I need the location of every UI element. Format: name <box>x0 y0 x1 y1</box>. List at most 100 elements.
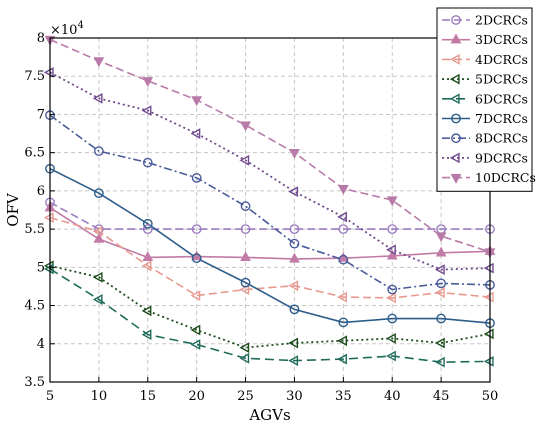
x-tick-label: 40 <box>384 389 401 404</box>
y-tick-label: 8 <box>37 31 45 46</box>
x-tick-label: 10 <box>91 389 108 404</box>
data-point-4dcrcs <box>141 260 152 272</box>
legend-marker-9dcrcs <box>449 152 460 164</box>
y-tick-label: 4 <box>37 337 45 352</box>
y-tick-label: 7.5 <box>24 69 45 84</box>
data-point-7dcrcs <box>338 317 349 328</box>
data-point-4dcrcs <box>43 212 54 224</box>
data-point-9dcrcs <box>386 244 396 256</box>
x-tick-label: 35 <box>335 389 352 404</box>
data-point-2dcrcs <box>338 224 349 235</box>
data-point-10dcrcs <box>289 149 300 159</box>
data-point-3dcrcs <box>386 249 398 260</box>
data-point-4dcrcs <box>337 291 347 303</box>
series-line-3dcrcs <box>49 207 491 260</box>
legend-label-5dcrcs: 5DCRCs <box>475 72 528 87</box>
data-point-8dcrcs <box>240 201 251 212</box>
y-tick-label: 7 <box>37 107 45 122</box>
y-tick-label: 3.5 <box>24 375 45 390</box>
x-tick-label: 30 <box>286 389 303 404</box>
data-point-3dcrcs <box>435 246 447 257</box>
data-point-3dcrcs <box>240 251 251 262</box>
data-point-10dcrcs <box>191 96 203 107</box>
x-tick-label: 50 <box>482 389 499 404</box>
y-axis-multiplier: ×104 <box>50 20 84 38</box>
data-point-3dcrcs <box>289 252 300 263</box>
data-point-6dcrcs <box>337 353 347 365</box>
data-point-4dcrcs <box>92 226 103 237</box>
data-point-8dcrcs <box>338 254 349 265</box>
data-point-6dcrcs <box>190 339 201 350</box>
legend-marker-7dcrcs <box>451 113 461 124</box>
data-point-5dcrcs <box>483 328 494 340</box>
legend-label-3dcrcs: 3DCRCs <box>475 32 528 47</box>
data-point-6dcrcs <box>386 350 396 362</box>
data-point-7dcrcs <box>240 277 251 288</box>
data-point-2dcrcs <box>240 224 251 235</box>
legend-marker-2dcrcs <box>451 15 461 25</box>
legend-label-6dcrcs: 6DCRCs <box>475 91 528 106</box>
x-tick-label: 5 <box>46 389 54 404</box>
data-point-4dcrcs <box>288 280 299 292</box>
series-line-4dcrcs <box>49 216 491 299</box>
x-tick-label: 45 <box>433 389 450 404</box>
legend-marker-5dcrcs <box>449 73 460 85</box>
data-point-7dcrcs <box>289 304 300 315</box>
legend-marker-6dcrcs <box>449 93 460 105</box>
x-tick-label: 20 <box>188 389 205 404</box>
data-point-5dcrcs <box>337 335 347 347</box>
data-point-8dcrcs <box>142 157 153 168</box>
data-point-2dcrcs <box>387 224 398 235</box>
data-point-6dcrcs <box>141 329 152 340</box>
y-tick-label: 5 <box>37 260 45 275</box>
data-point-10dcrcs <box>93 57 105 68</box>
data-point-9dcrcs <box>337 211 347 223</box>
data-point-6dcrcs <box>92 294 103 305</box>
legend-marker-4dcrcs <box>449 54 460 65</box>
data-point-5dcrcs <box>190 324 201 336</box>
x-tick-label: 25 <box>237 389 254 404</box>
data-point-4dcrcs <box>190 290 201 302</box>
data-point-2dcrcs <box>191 224 202 235</box>
series-line-9dcrcs <box>49 71 491 271</box>
data-point-7dcrcs <box>436 313 447 324</box>
data-point-6dcrcs <box>239 352 250 364</box>
plot-frame <box>49 37 491 383</box>
data-point-9dcrcs <box>141 105 152 117</box>
data-point-2dcrcs <box>142 224 153 235</box>
data-point-9dcrcs <box>483 262 494 274</box>
data-point-7dcrcs <box>142 218 153 229</box>
y-axis-ticks: 3.5 4 4.5 5 5.5 6 6.5 7 7.5 8 <box>24 31 55 390</box>
data-point-3dcrcs <box>93 232 105 243</box>
data-point-2dcrcs <box>289 224 300 235</box>
data-point-7dcrcs <box>191 253 202 264</box>
data-point-5dcrcs <box>434 337 445 349</box>
series-line-5dcrcs <box>49 264 491 349</box>
data-point-9dcrcs <box>43 67 54 78</box>
y-multiplier-exponent: 4 <box>77 20 83 31</box>
y-tick-label: 5.5 <box>24 222 45 237</box>
data-point-6dcrcs <box>434 356 445 368</box>
data-point-10dcrcs <box>337 184 349 195</box>
series-line-2dcrcs <box>49 201 490 230</box>
series-line-6dcrcs <box>49 268 491 363</box>
data-point-5dcrcs <box>288 337 299 349</box>
data-point-9dcrcs <box>190 128 201 139</box>
grid-lines <box>49 37 491 383</box>
data-point-4dcrcs <box>483 291 494 303</box>
data-point-6dcrcs <box>43 263 54 275</box>
data-point-9dcrcs <box>434 264 445 276</box>
data-point-8dcrcs <box>289 238 300 249</box>
data-point-3dcrcs <box>142 251 154 262</box>
legend: 2DCRCs 3DCRCs 4DCRCs 5DCRCs 6DCRCs 7DCRCs 8DCR… <box>436 7 536 192</box>
data-point-8dcrcs <box>387 284 398 295</box>
data-point-5dcrcs <box>386 333 396 344</box>
legend-label-4dcrcs: 4DCRCs <box>475 52 528 67</box>
data-point-3dcrcs <box>191 250 203 261</box>
legend-label-9dcrcs: 9DCRCs <box>475 150 528 165</box>
data-point-6dcrcs <box>288 355 299 366</box>
x-tick-label: 15 <box>140 389 157 404</box>
data-point-10dcrcs <box>435 232 447 243</box>
data-point-5dcrcs <box>239 342 250 353</box>
